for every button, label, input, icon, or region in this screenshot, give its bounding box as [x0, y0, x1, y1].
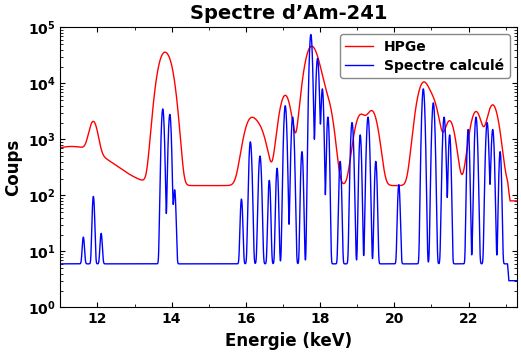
- X-axis label: Energie (keV): Energie (keV): [225, 332, 352, 350]
- Spectre calculé: [331, 262, 337, 266]
- Spectre calculé: [308, 32, 314, 36]
- Spectre calculé: [432, 158, 439, 162]
- Spectre calculé: [232, 262, 238, 266]
- HPGe: [140, 178, 146, 182]
- HPGe: [432, 102, 439, 106]
- HPGe: [331, 127, 337, 131]
- Spectre calculé: [398, 240, 404, 245]
- HPGe: [354, 118, 361, 122]
- Spectre calculé: [354, 240, 361, 244]
- Line: HPGe: HPGe: [60, 46, 517, 201]
- Y-axis label: Coups: Coups: [4, 139, 22, 196]
- HPGe: [398, 183, 404, 188]
- Spectre calculé: [140, 262, 146, 266]
- Legend: HPGe, Spectre calculé: HPGe, Spectre calculé: [340, 34, 510, 78]
- HPGe: [308, 44, 315, 48]
- Spectre calculé: [506, 279, 512, 283]
- HPGe: [232, 178, 238, 182]
- HPGe: [57, 146, 64, 150]
- HPGe: [507, 199, 513, 203]
- Title: Spectre d’Am-241: Spectre d’Am-241: [190, 4, 387, 23]
- Spectre calculé: [57, 262, 64, 266]
- Spectre calculé: [514, 279, 520, 283]
- Line: Spectre calculé: Spectre calculé: [60, 34, 517, 281]
- HPGe: [514, 199, 520, 203]
